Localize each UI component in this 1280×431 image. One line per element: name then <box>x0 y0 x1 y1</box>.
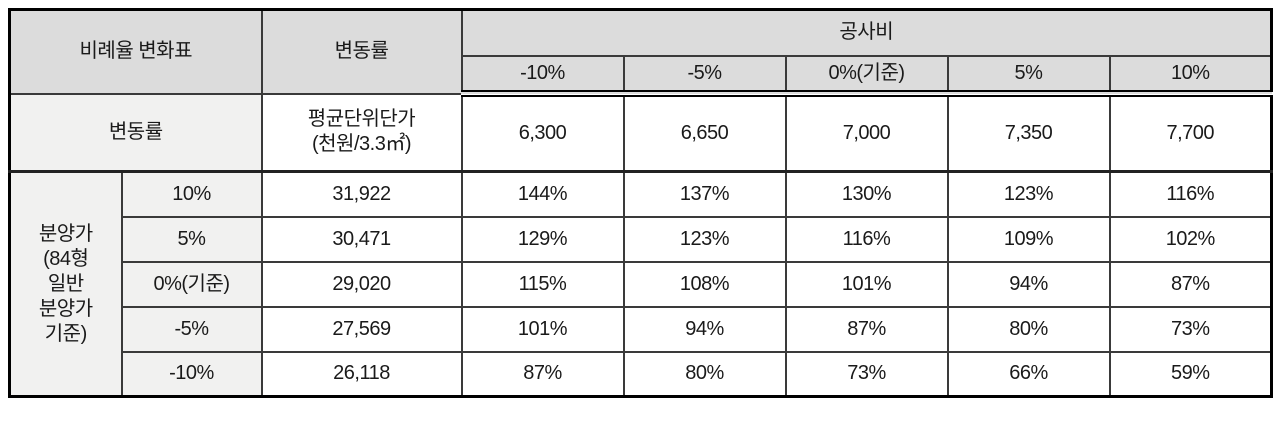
row-label: 5% <box>120 215 263 263</box>
cost-level-header-plus10: 10% <box>1108 54 1273 97</box>
corner-header: 비례율 변화표 <box>8 8 263 95</box>
percent-cell: 123% <box>946 170 1111 218</box>
percent-cell: 130% <box>784 170 949 218</box>
construction-cost-group-header: 공사비 <box>460 8 1273 57</box>
percent-cell: 123% <box>622 215 787 263</box>
percent-cell: 116% <box>1108 170 1273 218</box>
unit-price-cell: 30,471 <box>260 215 463 263</box>
percent-cell: 109% <box>946 215 1111 263</box>
cost-level-header-base: 0%(기준) <box>784 54 949 97</box>
percent-cell: 115% <box>460 260 625 308</box>
percent-cell: 137% <box>622 170 787 218</box>
percent-cell: 101% <box>460 305 625 353</box>
row-label: 0%(기준) <box>120 260 263 308</box>
percent-cell: 94% <box>622 305 787 353</box>
unit-price-cell: 31,922 <box>260 170 463 218</box>
proportionality-table-container: 비례율 변화표 변동률 공사비 -10% -5% 0%(기준) 5% 10% 변… <box>8 8 1274 398</box>
percent-cell: 80% <box>946 305 1111 353</box>
unit-price-value: 6,300 <box>460 92 625 173</box>
unit-price-value: 7,000 <box>784 92 949 173</box>
percent-cell: 94% <box>946 260 1111 308</box>
percent-cell: 59% <box>1108 350 1273 398</box>
percent-cell: 116% <box>784 215 949 263</box>
percent-cell: 87% <box>784 305 949 353</box>
table-row: 분양가 (84형 일반 분양가 기준) 10% 31,922 144% 137%… <box>8 170 1273 398</box>
unit-price-cell: 26,118 <box>260 350 463 398</box>
table-row: -5% 27,569 101% 94% 87% 80% 73% <box>10 305 1273 353</box>
percent-cell: 80% <box>622 350 787 398</box>
percent-cell: 66% <box>946 350 1111 398</box>
proportionality-change-table: 비례율 변화표 변동률 공사비 -10% -5% 0%(기준) 5% 10% 변… <box>8 8 1274 398</box>
row-label: -5% <box>120 305 263 353</box>
unit-price-value: 7,350 <box>946 92 1111 173</box>
unit-price-value: 7,700 <box>1108 92 1273 173</box>
avg-unit-price-label: 평균단위단가 (천원/3.3㎡) <box>260 92 463 173</box>
change-rate-header: 변동률 <box>260 8 463 95</box>
percent-cell: 144% <box>460 170 625 218</box>
cost-level-header-minus10: -10% <box>460 54 625 97</box>
unit-row-label: 변동률 <box>8 92 263 173</box>
table-row: 0%(기준) 29,020 115% 108% 101% 94% 87% <box>10 260 1273 308</box>
percent-cell: 73% <box>1108 305 1273 353</box>
row-label: 10% <box>120 170 263 218</box>
percent-cell: 101% <box>784 260 949 308</box>
table-row: 5% 30,471 129% 123% 116% 109% 102% <box>10 215 1273 263</box>
unit-price-cell: 27,569 <box>260 305 463 353</box>
cost-level-header-plus5: 5% <box>946 54 1111 97</box>
table-row: -10% 26,118 87% 80% 73% 66% 59% <box>10 350 1273 398</box>
percent-cell: 87% <box>1108 260 1273 308</box>
unit-price-value: 6,650 <box>622 92 787 173</box>
row-label: -10% <box>120 350 263 398</box>
percent-cell: 73% <box>784 350 949 398</box>
percent-cell: 102% <box>1108 215 1273 263</box>
cost-level-header-minus5: -5% <box>622 54 787 97</box>
percent-cell: 108% <box>622 260 787 308</box>
sale-price-group-label: 분양가 (84형 일반 분양가 기준) <box>8 170 123 398</box>
unit-price-cell: 29,020 <box>260 260 463 308</box>
percent-cell: 87% <box>460 350 625 398</box>
percent-cell: 129% <box>460 215 625 263</box>
